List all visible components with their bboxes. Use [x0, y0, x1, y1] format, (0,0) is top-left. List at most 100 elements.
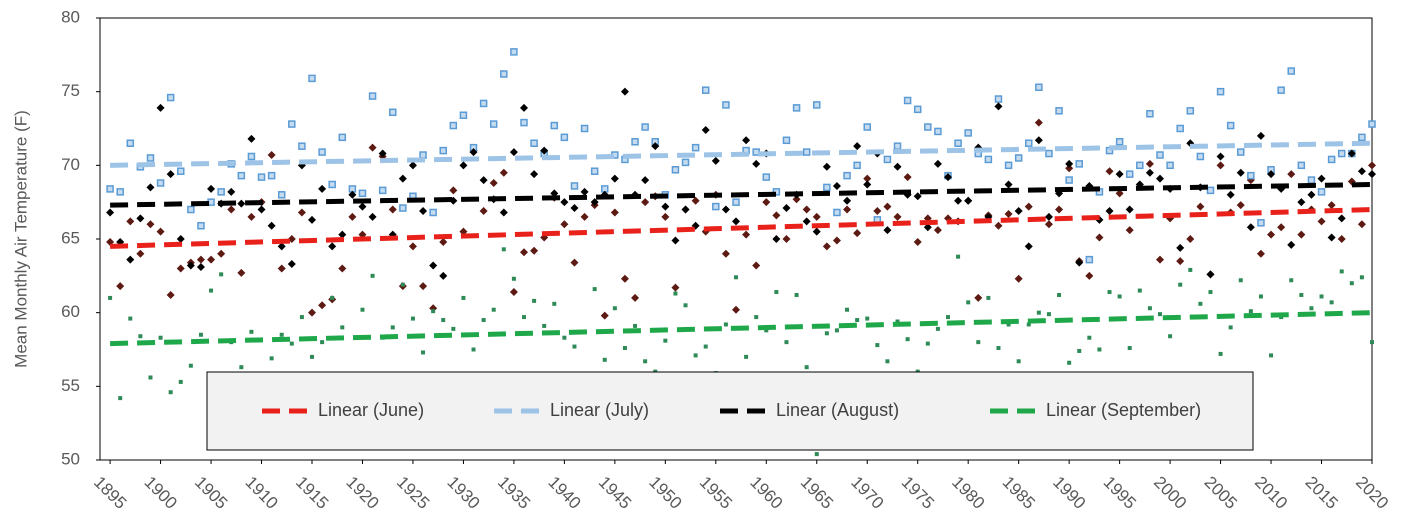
- point: [885, 359, 890, 364]
- point: [1156, 151, 1164, 159]
- point: [693, 353, 698, 358]
- y-tick-label: 60: [61, 302, 80, 321]
- point: [845, 307, 850, 312]
- point: [1327, 201, 1336, 210]
- point: [631, 138, 639, 146]
- x-tick-label: 1945: [595, 473, 635, 513]
- point: [1359, 275, 1364, 280]
- point: [1146, 110, 1154, 118]
- point: [570, 182, 579, 190]
- point: [489, 179, 498, 188]
- point: [1317, 174, 1326, 183]
- point: [1178, 282, 1183, 287]
- point: [1125, 205, 1134, 214]
- point: [360, 307, 365, 312]
- point: [1044, 212, 1053, 221]
- point: [227, 187, 236, 196]
- point: [176, 264, 185, 273]
- point: [843, 196, 852, 205]
- point: [1125, 170, 1134, 178]
- point: [853, 142, 862, 151]
- point: [855, 318, 860, 323]
- point: [187, 205, 195, 214]
- point: [762, 173, 771, 181]
- point: [732, 198, 740, 206]
- point: [429, 261, 438, 270]
- point: [754, 315, 759, 320]
- point: [237, 199, 246, 208]
- point: [832, 236, 841, 245]
- point: [1145, 168, 1154, 177]
- point: [734, 275, 738, 280]
- point: [1014, 274, 1023, 283]
- point: [277, 264, 286, 273]
- point: [590, 198, 599, 207]
- point: [823, 183, 831, 192]
- point: [500, 70, 508, 78]
- point: [762, 198, 771, 207]
- point: [158, 335, 163, 340]
- point: [419, 151, 427, 159]
- point: [804, 365, 809, 370]
- point: [267, 221, 276, 230]
- point: [1065, 159, 1074, 168]
- point: [308, 308, 316, 317]
- point: [138, 334, 143, 339]
- y-tick-label: 65: [61, 228, 80, 247]
- point: [843, 171, 851, 180]
- point: [459, 161, 468, 170]
- point: [723, 322, 728, 327]
- point: [1368, 120, 1376, 128]
- trend-line: [110, 181, 1373, 208]
- point: [764, 328, 769, 333]
- point: [1319, 294, 1324, 299]
- point: [1004, 161, 1013, 170]
- point: [661, 212, 670, 221]
- point: [1136, 161, 1144, 170]
- legend: Linear (June) Linear (July) Linear (August…: [206, 371, 1254, 451]
- point: [118, 396, 123, 401]
- point: [116, 188, 124, 196]
- point: [378, 149, 387, 158]
- point: [843, 205, 852, 214]
- point: [196, 262, 205, 271]
- point: [1196, 152, 1205, 161]
- point: [984, 155, 993, 164]
- point: [824, 331, 829, 336]
- point: [338, 264, 347, 273]
- point: [429, 208, 437, 217]
- point: [237, 171, 246, 180]
- point: [610, 174, 619, 183]
- point: [1004, 180, 1013, 189]
- point: [784, 340, 789, 345]
- point: [721, 205, 730, 214]
- point: [398, 174, 407, 183]
- point: [946, 315, 950, 320]
- trend-line: [110, 140, 1373, 168]
- point: [550, 121, 559, 130]
- point: [358, 189, 367, 198]
- x-tick-label: 1915: [292, 473, 332, 513]
- trend-line: [110, 310, 1373, 347]
- point: [239, 365, 244, 370]
- point: [1299, 292, 1304, 297]
- point: [288, 120, 296, 128]
- point: [1125, 226, 1134, 235]
- point: [289, 341, 294, 346]
- point: [390, 325, 395, 330]
- point: [277, 191, 286, 199]
- point: [368, 92, 377, 100]
- point: [1085, 271, 1094, 280]
- point: [1317, 217, 1326, 226]
- point: [1055, 107, 1063, 115]
- point: [1035, 83, 1043, 91]
- point: [964, 129, 972, 137]
- x-tick-label: 1930: [443, 473, 483, 513]
- point: [1176, 257, 1185, 266]
- point: [166, 170, 175, 179]
- point: [661, 202, 670, 211]
- point: [822, 242, 831, 251]
- point: [279, 332, 284, 337]
